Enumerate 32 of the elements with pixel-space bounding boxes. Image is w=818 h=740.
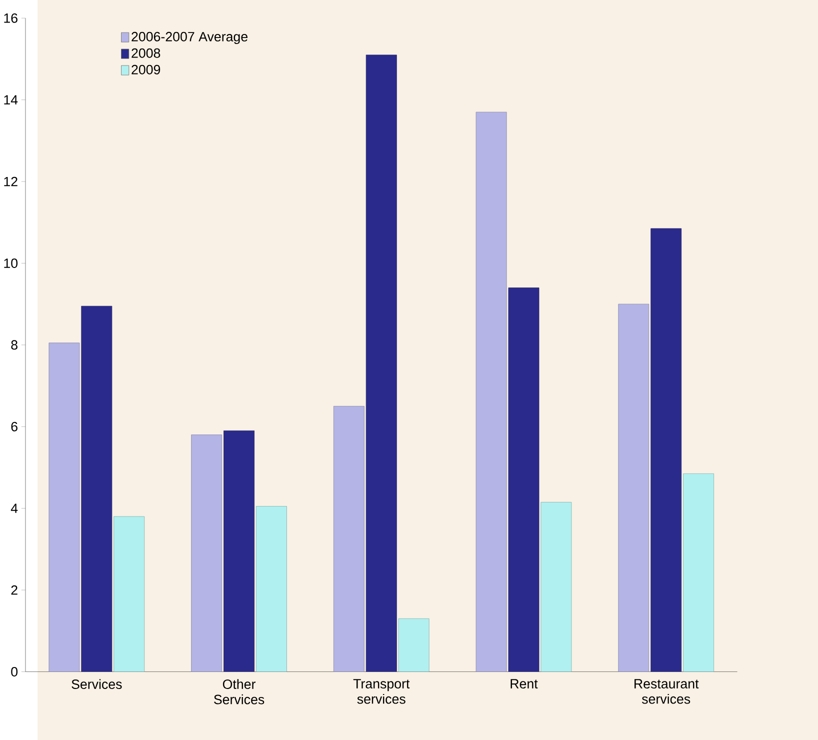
bar [48, 342, 80, 672]
bar [508, 287, 540, 672]
bar [650, 228, 682, 672]
y-tick-label: 12 [4, 176, 18, 186]
legend-label: 2006-2007 Average [132, 32, 248, 44]
bar [333, 406, 364, 672]
bar [224, 430, 254, 672]
bar [114, 516, 145, 672]
bar [683, 473, 714, 672]
y-tick-label: 0 [11, 666, 18, 676]
x-tick-label: Other Services [214, 678, 264, 704]
bar [81, 306, 112, 672]
x-tick-label: Transport services [353, 678, 410, 704]
legend-label: 2008 [132, 48, 160, 58]
x-tick-label: Restaurant services [634, 678, 699, 704]
bar [256, 506, 287, 672]
y-tick-label: 10 [4, 258, 18, 268]
y-tick-label: 2 [11, 585, 18, 594]
y-tick-label: 4 [10, 504, 18, 513]
bar [398, 618, 430, 672]
y-tick-label: 16 [4, 13, 18, 23]
y-tick-label: 8 [11, 340, 18, 350]
y-tick-label: 6 [11, 422, 18, 432]
bar [366, 54, 397, 672]
x-tick-label: Rent [510, 678, 538, 688]
bar [191, 434, 222, 672]
bar [540, 502, 572, 672]
x-tick-label: Services [72, 678, 122, 689]
legend-label: 2009 [132, 64, 160, 74]
y-tick-label: 14 [4, 95, 18, 104]
bar [476, 112, 507, 672]
bar [618, 304, 650, 672]
